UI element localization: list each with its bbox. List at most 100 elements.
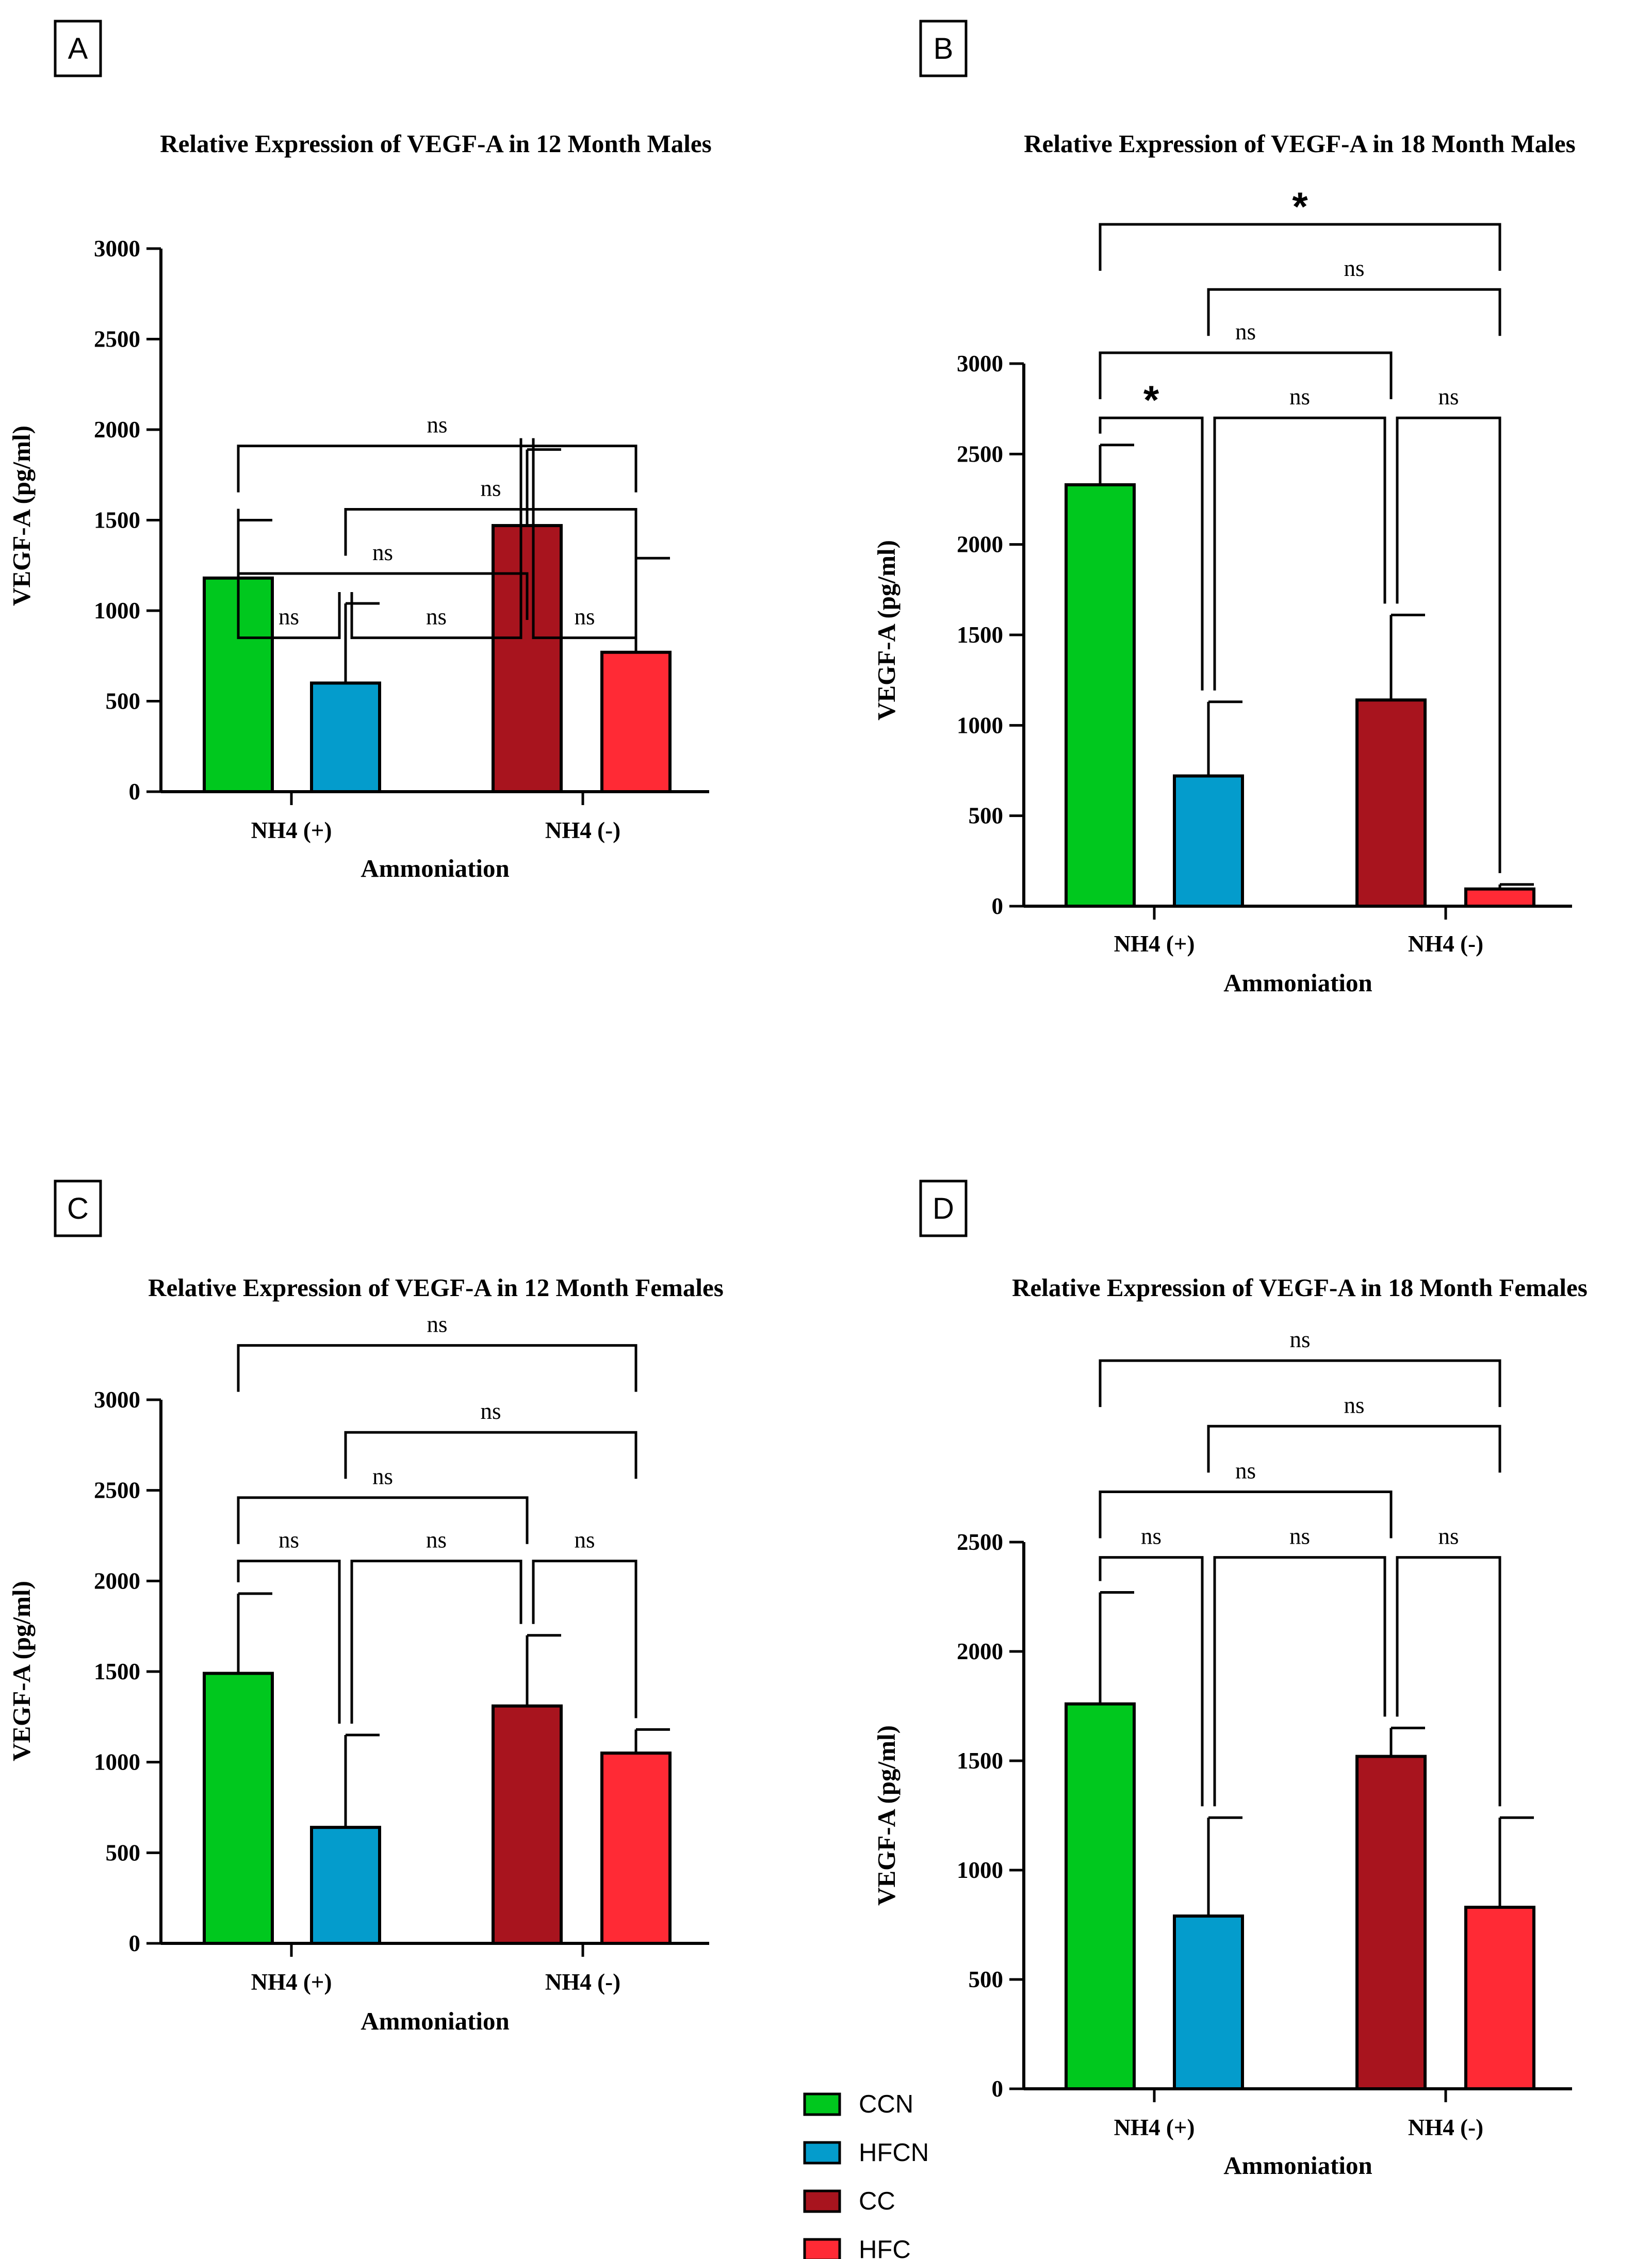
significance-label: * (1292, 184, 1308, 229)
panel-letter: C (67, 1192, 89, 1225)
bar-hfcn (310, 1826, 381, 1945)
significance-bracket (1099, 1556, 1204, 1807)
y-tick-label: 3000 (957, 351, 1003, 376)
y-tick-label: 2000 (957, 1639, 1003, 1664)
panel-letter: B (934, 32, 954, 66)
y-tick-label: 2500 (94, 326, 140, 352)
bar-hfc (600, 650, 672, 793)
x-tick-label: NH4 (-) (545, 1969, 620, 1995)
significance-bracket (350, 438, 522, 640)
significance-bracket (237, 1344, 637, 1392)
significance-label: ns (426, 604, 447, 630)
significance-label: ns (574, 1527, 595, 1553)
x-axis-label: Ammoniation (1223, 2151, 1372, 2180)
panel-d: D Relative Expression of VEGF-A in 18 Mon… (872, 1180, 1588, 2180)
y-tick-label: 1000 (957, 1857, 1003, 1883)
x-tick-label: NH4 (+) (251, 817, 332, 843)
significance-bracket (532, 1560, 637, 1718)
significance-label: ns (279, 604, 299, 630)
significance-label: ns (1344, 1392, 1364, 1418)
y-tick-label: 1500 (94, 508, 140, 533)
panel-letter-box (54, 20, 102, 77)
bar-hfcn (1173, 1914, 1244, 2091)
legend-label-hfcn: HFCN (859, 2139, 929, 2167)
panel-letter: A (68, 32, 88, 66)
bar-ccn (203, 576, 274, 793)
y-tick-label: 1000 (94, 1749, 140, 1775)
y-tick-label: 500 (106, 1840, 141, 1865)
significance-label: ns (1235, 1458, 1256, 1483)
significance-bracket (344, 508, 637, 556)
bar-cc (492, 524, 563, 793)
bar-hfcn (310, 681, 381, 794)
y-tick-label: 500 (969, 803, 1004, 829)
y-tick-label: 1500 (957, 622, 1003, 648)
panel-letter-box (54, 1180, 102, 1237)
significance-label: ns (427, 412, 447, 438)
significance-label: ns (480, 1398, 501, 1424)
y-tick-label: 1500 (94, 1659, 140, 1684)
chart-title: Relative Expression of VEGF-A in 12 Mont… (148, 1273, 724, 1302)
significance-bracket (1207, 288, 1501, 336)
y-tick-label: 2500 (957, 1529, 1003, 1555)
significance-bracket (1099, 351, 1393, 399)
significance-label: * (1143, 377, 1159, 422)
y-tick-label: 500 (106, 689, 141, 714)
significance-bracket (237, 1496, 529, 1544)
significance-label: ns (279, 1527, 299, 1553)
significance-bracket (1396, 416, 1501, 873)
x-tick-label: NH4 (-) (1408, 2115, 1483, 2140)
significance-label: ns (480, 475, 501, 501)
significance-label: ns (1289, 1524, 1310, 1549)
significance-label: ns (1235, 319, 1256, 345)
significance-label: ns (1289, 384, 1310, 410)
significance-bracket (1213, 1556, 1386, 1807)
x-axis-label: Ammoniation (1223, 969, 1372, 997)
significance-label: ns (1438, 1524, 1459, 1549)
significance-label: ns (1289, 1327, 1310, 1352)
significance-label: ns (1438, 384, 1459, 410)
significance-bracket (350, 1560, 522, 1724)
panel-letter-box (919, 1180, 968, 1237)
legend-label-ccn: CCN (859, 2090, 913, 2118)
panel-letter: D (933, 1192, 954, 1225)
significance-bracket (344, 1431, 637, 1479)
legend-swatch-hfc (803, 2238, 841, 2259)
y-tick-label: 1000 (94, 598, 140, 624)
significance-bracket (1396, 1556, 1501, 1807)
significance-label: ns (372, 1464, 393, 1489)
y-tick-label: 2500 (94, 1478, 140, 1503)
y-tick-label: 1000 (957, 712, 1003, 738)
x-axis-label: Ammoniation (361, 854, 510, 882)
significance-bracket (1099, 1359, 1501, 1407)
bar-ccn (203, 1672, 274, 1945)
panel-letter-box (919, 20, 968, 77)
bar-hfc (1464, 1906, 1535, 2091)
bar-hfc (600, 1751, 672, 1945)
panel-b: B Relative Expression of VEGF-A in 18 Mon… (872, 20, 1576, 997)
significance-bracket (237, 445, 637, 493)
significance-bracket (1099, 416, 1204, 691)
y-tick-label: 2000 (94, 1568, 140, 1594)
panel-c: C Relative Expression of VEGF-A in 12 Mon… (7, 1180, 724, 2035)
y-tick-label: 2500 (957, 441, 1003, 467)
x-axis-label: Ammoniation (361, 2007, 510, 2035)
bar-ccn (1065, 483, 1136, 908)
y-tick-label: 1500 (957, 1748, 1003, 1774)
significance-bracket (1099, 223, 1501, 271)
significance-label: ns (1344, 255, 1364, 281)
bar-cc (1355, 1755, 1427, 2090)
panel-a: A Relative Expression of VEGF-A in 12 Mon… (7, 20, 712, 882)
significance-label: ns (574, 604, 595, 630)
y-axis-label: VEGF-A (pg/ml) (7, 425, 36, 606)
chart-title: Relative Expression of VEGF-A in 18 Mont… (1012, 1273, 1588, 1302)
x-tick-label: NH4 (-) (545, 817, 620, 843)
legend-swatch-ccn (803, 2092, 841, 2116)
x-tick-label: NH4 (-) (1408, 931, 1483, 957)
x-tick-label: NH4 (+) (251, 1969, 332, 1995)
significance-bracket (532, 438, 637, 640)
x-tick-label: NH4 (+) (1114, 931, 1195, 957)
y-tick-label: 0 (992, 893, 1004, 919)
significance-bracket (1207, 1425, 1501, 1473)
